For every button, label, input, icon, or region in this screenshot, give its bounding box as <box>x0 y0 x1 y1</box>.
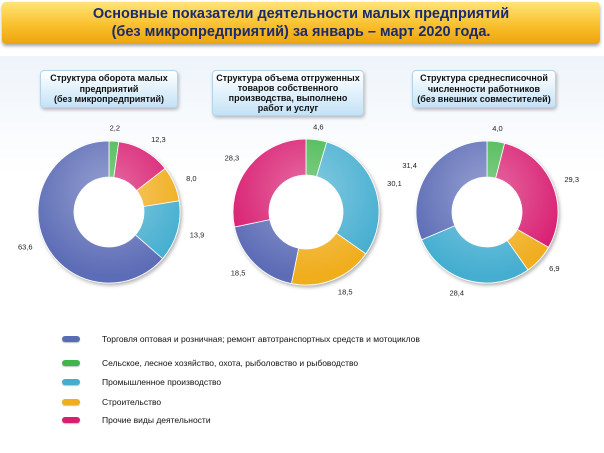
chart-2-label: Структура объема отгруженных товаров соб… <box>212 70 364 116</box>
page-title-line-1: Основные показатели деятельности малых п… <box>92 6 510 22</box>
legend-label-trade: Торговля оптовая и розничная; ремонт авт… <box>102 334 420 344</box>
value-label-other: 12,3 <box>151 135 166 144</box>
legend-item-other: Прочие виды деятельности <box>62 413 211 427</box>
legend-label-industry: Промышленное производство <box>102 377 222 387</box>
page-title-line-2: (без микропредприятий) за январь – март … <box>111 24 491 40</box>
chart-2-label-line-4: работ и услуг <box>257 103 319 113</box>
donut-chart-turnover: 2,2 12,3 8,0 13,9 63,6 <box>18 124 205 284</box>
donut-hole-1 <box>269 175 343 249</box>
value-label-agriculture: 4,0 <box>492 124 502 133</box>
chart-1-label: Структура оборота малых предприятий (без… <box>40 70 178 108</box>
donut-chart-employees: 4,0 29,3 6,9 28,4 31,4 <box>402 124 579 297</box>
value-label-industry: 28,4 <box>449 288 464 297</box>
chart-3-label-line-3: (без внешних совместителей) <box>417 94 551 105</box>
donut-hole-0 <box>74 177 144 247</box>
legend-item-industry: Промышленное производство <box>62 375 221 389</box>
chart-3-label-line-1: Структура среднесписочной <box>420 73 548 84</box>
chart-2-label-line-3: производства, выполнено <box>228 93 348 103</box>
chart-2-label-line-1: Структура объема отгруженных <box>216 73 360 83</box>
legend-swatch-industry <box>62 379 80 385</box>
title-banner: Основные показатели деятельности малых п… <box>2 2 600 44</box>
donut-chart-shipments: 4,6 30,1 18,5 18,5 28,3 <box>225 122 402 296</box>
legend-item-construction: Строительство <box>62 395 161 409</box>
value-label-agriculture: 4,6 <box>313 122 323 131</box>
chart-3-label: Структура среднесписочной численности ра… <box>412 70 556 108</box>
chart-1-label-line-3: (без микропредприятий) <box>53 94 165 105</box>
chart-1-label-line-1: Структура оборота малых <box>50 73 168 84</box>
value-label-trade: 63,6 <box>18 242 33 251</box>
value-label-construction: 6,9 <box>549 264 559 273</box>
chart-1-label-line-2: предприятий <box>79 83 139 94</box>
legend-swatch-agriculture <box>62 360 80 366</box>
value-label-construction: 18,5 <box>338 287 353 296</box>
value-label-construction: 8,0 <box>186 174 196 183</box>
value-label-trade: 31,4 <box>402 161 417 170</box>
value-label-industry: 30,1 <box>387 179 402 188</box>
value-label-other: 28,3 <box>225 153 240 162</box>
legend-label-other: Прочие виды деятельности <box>102 415 211 425</box>
legend-swatch-construction <box>62 399 80 405</box>
legend-swatch-other <box>62 417 80 423</box>
legend-label-construction: Строительство <box>102 397 162 407</box>
donut-hole-2 <box>452 177 522 247</box>
legend-swatch-trade <box>62 336 80 342</box>
chart-3-label-line-2: численности работников <box>427 83 541 94</box>
value-label-other: 29,3 <box>564 175 579 184</box>
legend-label-agriculture: Сельское, лесное хозяйство, охота, рыбол… <box>102 358 359 368</box>
value-label-trade: 18,5 <box>231 269 246 278</box>
chart-2-label-line-2: товаров собственного <box>237 83 339 93</box>
value-label-industry: 13,9 <box>190 231 205 240</box>
legend-item-trade: Торговля оптовая и розничная; ремонт авт… <box>62 332 420 346</box>
value-label-agriculture: 2,2 <box>110 124 120 133</box>
legend-item-agriculture: Сельское, лесное хозяйство, охота, рыбол… <box>62 356 358 370</box>
